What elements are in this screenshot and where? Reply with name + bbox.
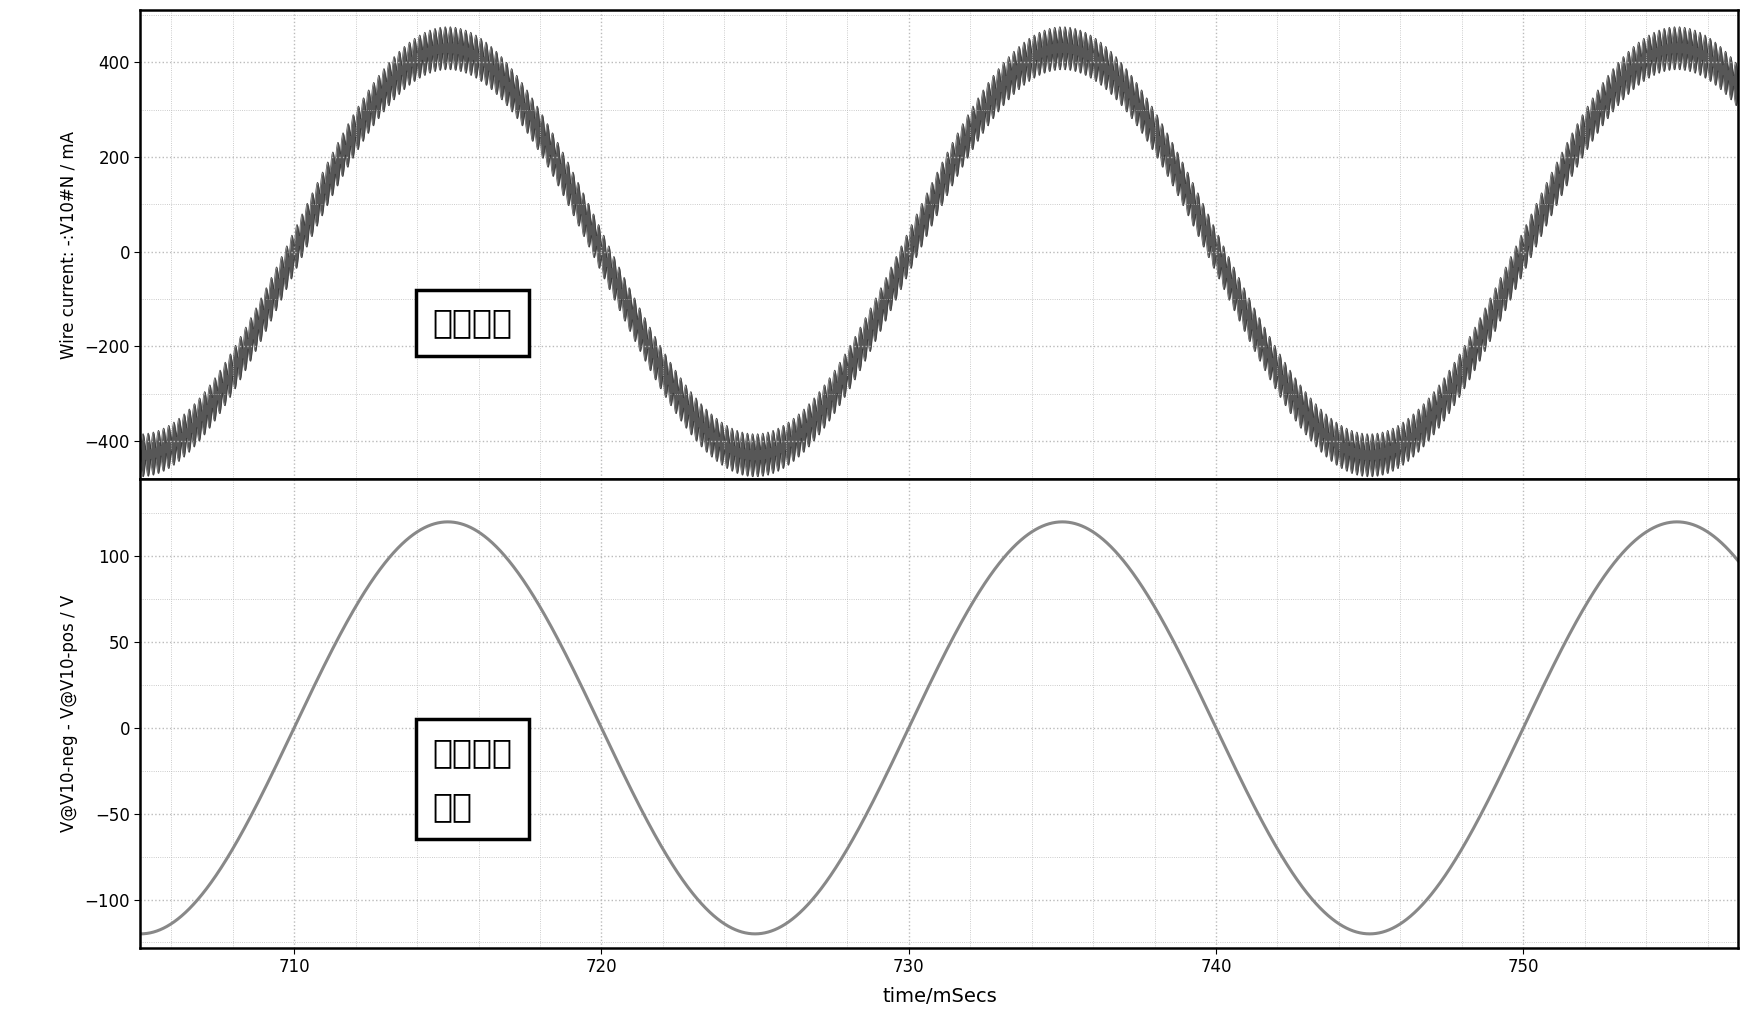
Text: 输入电流: 输入电流 bbox=[432, 306, 512, 339]
Y-axis label: Wire current: -:V10#N / mA: Wire current: -:V10#N / mA bbox=[60, 131, 77, 358]
Text: 交流输入
电压: 交流输入 电压 bbox=[432, 736, 512, 823]
X-axis label: time/mSecs: time/mSecs bbox=[881, 987, 997, 1006]
Y-axis label: V@V10-neg - V@V10-pos / V: V@V10-neg - V@V10-pos / V bbox=[60, 594, 77, 832]
